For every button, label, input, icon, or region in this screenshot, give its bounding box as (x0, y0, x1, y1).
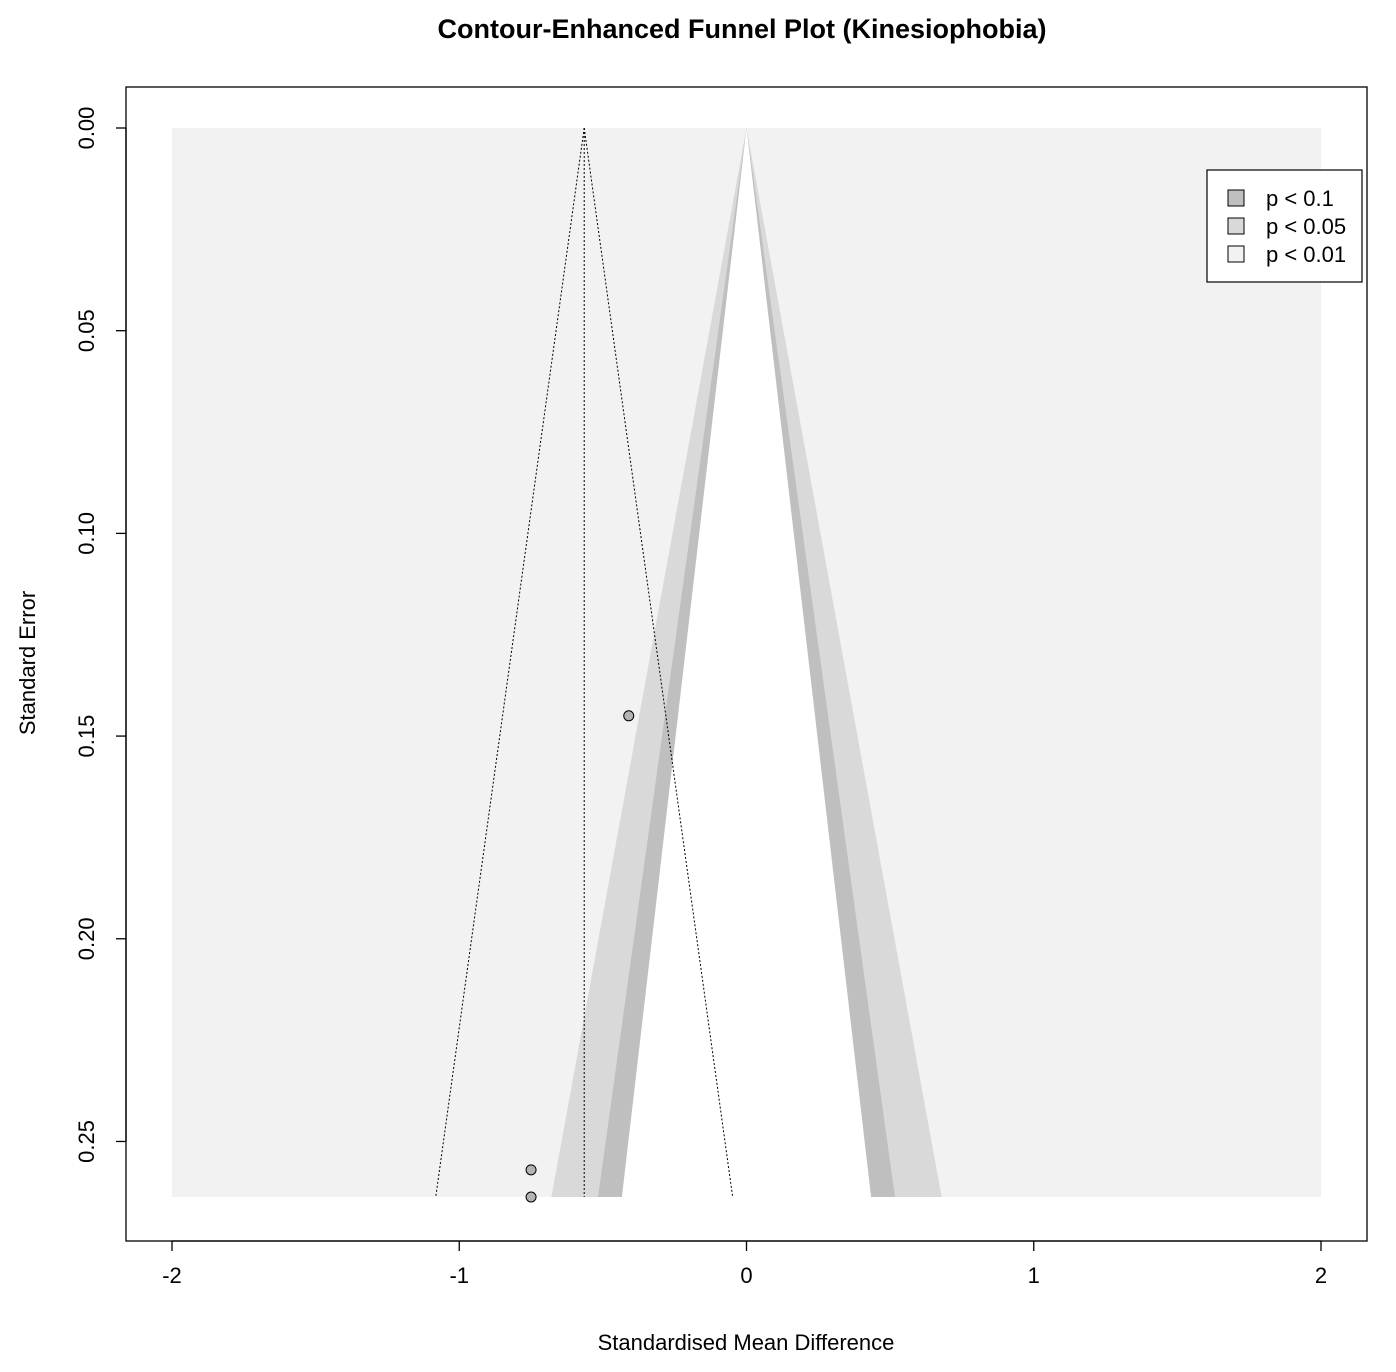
legend-label-1: p < 0.1 (1266, 186, 1334, 211)
x-tick-label: -2 (162, 1263, 182, 1288)
x-tick-label: 0 (740, 1263, 752, 1288)
plot-area (172, 127, 1321, 1203)
x-axis: -2 -1 0 1 2 (162, 1240, 1327, 1288)
contour-inner (621, 128, 872, 1197)
x-tick-label: 1 (1028, 1263, 1040, 1288)
legend-swatch-2 (1227, 217, 1245, 235)
y-axis-label: Standard Error (15, 591, 40, 735)
y-tick-label: 0.00 (74, 107, 99, 150)
legend-swatch-3 (1227, 245, 1245, 263)
y-tick-label: 0.15 (74, 715, 99, 758)
study-point-1 (623, 710, 635, 722)
x-tick-label: 2 (1315, 1263, 1327, 1288)
legend-label-2: p < 0.05 (1266, 214, 1346, 239)
legend-label-3: p < 0.01 (1266, 242, 1346, 267)
y-tick-label: 0.20 (74, 917, 99, 960)
x-tick-label: -1 (449, 1263, 469, 1288)
study-point-2 (525, 1164, 537, 1176)
x-axis-label: Standardised Mean Difference (598, 1330, 895, 1355)
y-tick-label: 0.10 (74, 512, 99, 555)
legend-swatch-1 (1227, 189, 1245, 207)
y-axis: 0.00 0.05 0.10 0.15 0.20 0.25 (74, 107, 127, 1163)
y-tick-label: 0.05 (74, 309, 99, 352)
study-point-3 (525, 1191, 537, 1203)
chart-title: Contour-Enhanced Funnel Plot (Kinesiopho… (438, 14, 1047, 44)
legend: p < 0.1 p < 0.05 p < 0.01 (1206, 169, 1363, 283)
y-tick-label: 0.25 (74, 1120, 99, 1163)
